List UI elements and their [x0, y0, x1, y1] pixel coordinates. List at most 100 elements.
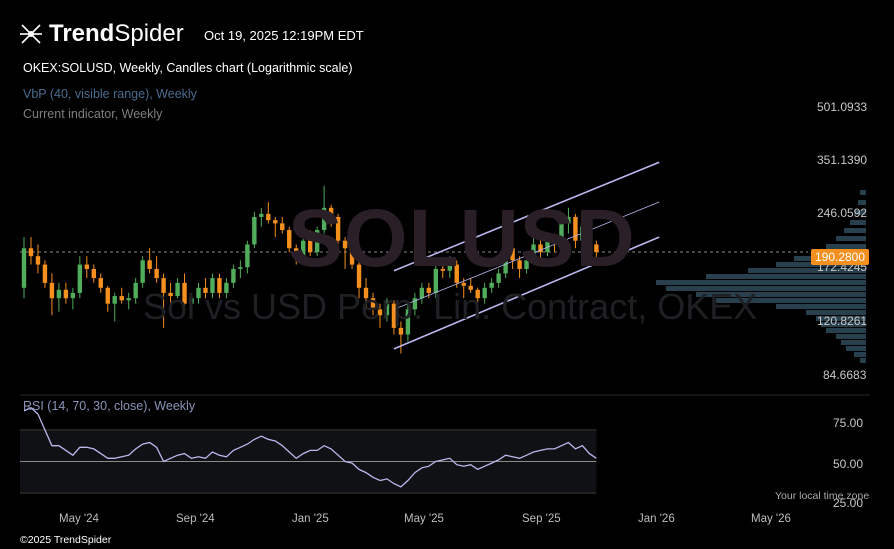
candle-body — [287, 230, 292, 249]
candle-body — [112, 296, 117, 304]
candle-body — [28, 248, 34, 257]
rsi-indicator-label[interactable]: RSI (14, 70, 30, close), Weekly — [23, 399, 196, 413]
candle-body — [56, 289, 62, 299]
candle-body — [405, 309, 411, 335]
candle-body — [119, 296, 124, 301]
candle-body — [140, 260, 145, 283]
vbp-bar — [854, 352, 866, 357]
vbp-bar — [841, 340, 866, 345]
time-tick: Jan '26 — [638, 513, 675, 525]
candle-body — [594, 244, 599, 253]
candle-body — [419, 287, 425, 299]
candles — [21, 185, 599, 354]
candle-body — [175, 282, 180, 297]
vbp-bar — [826, 328, 866, 333]
channel-line-lower — [393, 236, 660, 350]
candle-body — [196, 287, 201, 299]
vbp-bar — [696, 292, 866, 297]
candle-body — [587, 226, 592, 245]
candle-body — [126, 298, 131, 301]
candle-body — [566, 216, 571, 224]
candle-body — [342, 240, 348, 249]
candle-body — [377, 309, 383, 316]
vbp-bar — [846, 346, 866, 351]
candle-body — [35, 256, 41, 265]
candle-body — [356, 264, 362, 288]
candle-body — [203, 287, 208, 293]
candle-body — [517, 260, 522, 269]
vbp-bar — [706, 274, 866, 279]
candle-body — [21, 248, 27, 288]
candle-body — [231, 268, 236, 283]
candle-body — [168, 292, 173, 297]
time-tick: May '26 — [751, 513, 791, 525]
candle-body — [447, 264, 452, 271]
candle-body — [468, 285, 473, 290]
candle-body — [496, 273, 501, 283]
candle-body — [70, 292, 76, 299]
vbp-indicator-label[interactable]: VbP (40, visible range), Weekly — [23, 87, 197, 101]
price-tick: 246.0592 — [817, 206, 868, 220]
candle-body — [154, 268, 159, 279]
candle-body — [510, 248, 515, 261]
rsi-tick: 50.00 — [833, 457, 864, 471]
candle-body — [370, 298, 376, 310]
vbp-bar — [748, 268, 866, 273]
candle-body — [580, 226, 585, 241]
candle-body — [335, 216, 341, 241]
brand-name-bold: Trend — [49, 20, 115, 47]
channel-line-upper — [393, 161, 660, 272]
candle-body — [545, 237, 550, 253]
candle-body — [363, 287, 369, 299]
rsi-tick: 75.00 — [833, 416, 864, 430]
candle-body — [454, 264, 459, 283]
vbp-bar — [816, 316, 866, 321]
current-price-badge: 190.2800 — [811, 249, 869, 265]
candle-body — [475, 289, 480, 299]
candle-body — [552, 237, 557, 241]
vbp-bar — [836, 334, 866, 339]
candle-body — [426, 287, 432, 293]
candle-body — [538, 244, 543, 253]
vbp-bar — [806, 310, 866, 315]
candle-body — [147, 260, 152, 269]
candle-body — [440, 268, 445, 271]
candle-body — [245, 244, 250, 268]
candle-body — [461, 282, 466, 286]
price-tick: 501.0933 — [817, 100, 868, 114]
rsi-line — [23, 407, 597, 488]
vbp-bar — [860, 358, 866, 363]
candle-body — [161, 278, 166, 293]
vbp-bar — [854, 210, 866, 215]
candle-body — [98, 278, 103, 288]
candle-body — [91, 268, 96, 279]
copyright-notice: ©2025 TrendSpider — [20, 534, 112, 546]
price-tick: 351.1390 — [817, 153, 868, 167]
price-tick: 120.8261 — [817, 314, 868, 328]
vbp-bar — [860, 190, 866, 195]
candle-body — [503, 248, 508, 274]
candle-body — [573, 216, 578, 241]
timezone-note[interactable]: Your local time zone — [775, 490, 870, 502]
vbp-bar — [776, 304, 866, 309]
watermark-ticker: SOLUSD — [288, 193, 636, 284]
candle-body — [259, 213, 264, 217]
current-indicator-label[interactable]: Current indicator, Weekly — [23, 107, 163, 121]
symbol-description: OKEX:SOLUSD, Weekly, Candles chart (Loga… — [23, 61, 353, 75]
candle-body — [238, 267, 243, 269]
vbp-bar — [656, 280, 866, 285]
candle-body — [524, 260, 529, 269]
rsi-tick: 25.00 — [833, 496, 864, 510]
time-tick: May '24 — [59, 513, 99, 525]
candle-body — [105, 287, 110, 304]
candle-body — [133, 282, 138, 299]
vbp-bar — [836, 236, 866, 241]
vbp-bar — [826, 244, 866, 249]
vbp-bar — [858, 200, 866, 205]
candle-body — [531, 244, 536, 261]
rsi-panel — [20, 407, 597, 494]
spider-logo-icon — [20, 24, 42, 44]
candle-body — [273, 220, 278, 224]
candle-body — [224, 282, 229, 293]
